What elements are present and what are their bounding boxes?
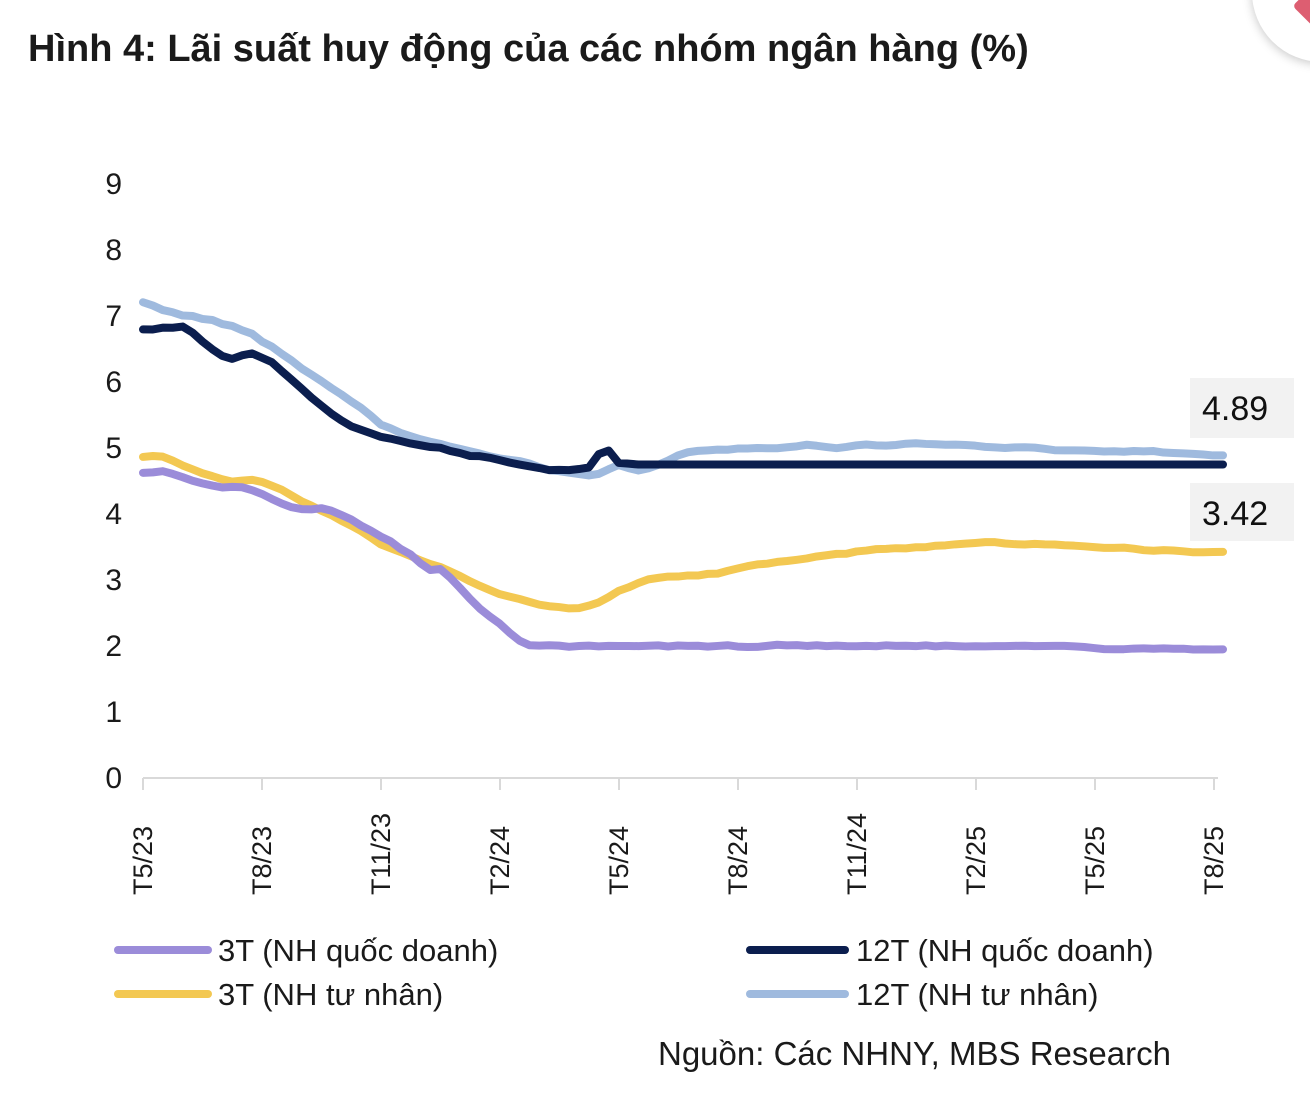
svg-text:T11/23: T11/23 xyxy=(366,813,396,895)
svg-text:3.42: 3.42 xyxy=(1202,495,1268,533)
svg-text:Nguồn: Các NHNY, MBS Research: Nguồn: Các NHNY, MBS Research xyxy=(658,1035,1171,1072)
svg-text:T5/24: T5/24 xyxy=(604,826,634,895)
svg-text:T8/25: T8/25 xyxy=(1199,826,1229,895)
svg-text:3: 3 xyxy=(105,564,122,597)
svg-text:9: 9 xyxy=(105,168,122,201)
svg-text:T8/23: T8/23 xyxy=(247,826,277,895)
svg-text:3T (NH quốc doanh): 3T (NH quốc doanh) xyxy=(218,933,498,968)
svg-text:12T (NH quốc doanh): 12T (NH quốc doanh) xyxy=(856,933,1154,968)
svg-text:T2/24: T2/24 xyxy=(485,826,515,895)
svg-text:T8/24: T8/24 xyxy=(723,826,753,895)
svg-text:2: 2 xyxy=(105,630,122,663)
svg-text:4.89: 4.89 xyxy=(1202,390,1268,428)
svg-text:5: 5 xyxy=(105,432,122,465)
svg-text:4: 4 xyxy=(105,498,122,531)
svg-text:0: 0 xyxy=(105,762,122,795)
svg-text:T5/23: T5/23 xyxy=(128,826,158,895)
svg-text:6: 6 xyxy=(105,366,122,399)
svg-text:7: 7 xyxy=(105,300,122,333)
svg-text:T5/25: T5/25 xyxy=(1080,826,1110,895)
svg-text:T11/24: T11/24 xyxy=(842,813,872,895)
svg-text:3T (NH tư nhân): 3T (NH tư nhân) xyxy=(218,977,443,1012)
svg-text:8: 8 xyxy=(105,234,122,267)
svg-text:12T (NH tư nhân): 12T (NH tư nhân) xyxy=(856,977,1098,1012)
svg-text:1: 1 xyxy=(105,696,122,729)
svg-text:T2/25: T2/25 xyxy=(961,826,991,895)
